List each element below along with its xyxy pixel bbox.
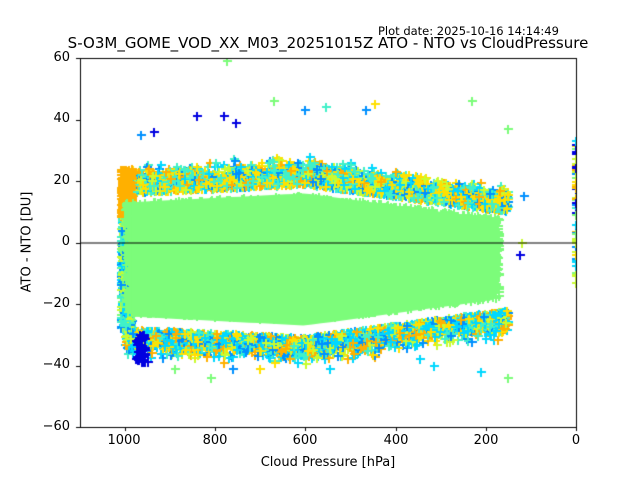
x-tick-label: 600 [292,433,318,448]
y-tick-label: 20 [53,173,70,188]
x-tick-label: 0 [571,433,581,448]
y-tick-label: 0 [61,234,70,249]
y-tick-label: −60 [42,419,70,434]
y-tick-label: 40 [53,111,70,126]
plot-date: Plot date: 2025-10-16 14:14:49 [378,24,559,38]
y-tick-label: −20 [42,296,70,311]
y-axis-label: ATO - NTO [DU] [19,191,35,293]
x-tick-label: 1000 [107,433,141,448]
x-tick-label: 400 [383,433,409,448]
x-tick-label: 200 [473,433,499,448]
y-tick-label: −40 [42,357,70,372]
x-axis-label: Cloud Pressure [hPa] [260,455,396,470]
chart-title: S-O3M_GOME_VOD_XX_M03_20251015Z ATO - NT… [67,34,589,52]
x-tick-label: 800 [202,433,228,448]
y-tick-label: 60 [53,50,70,65]
